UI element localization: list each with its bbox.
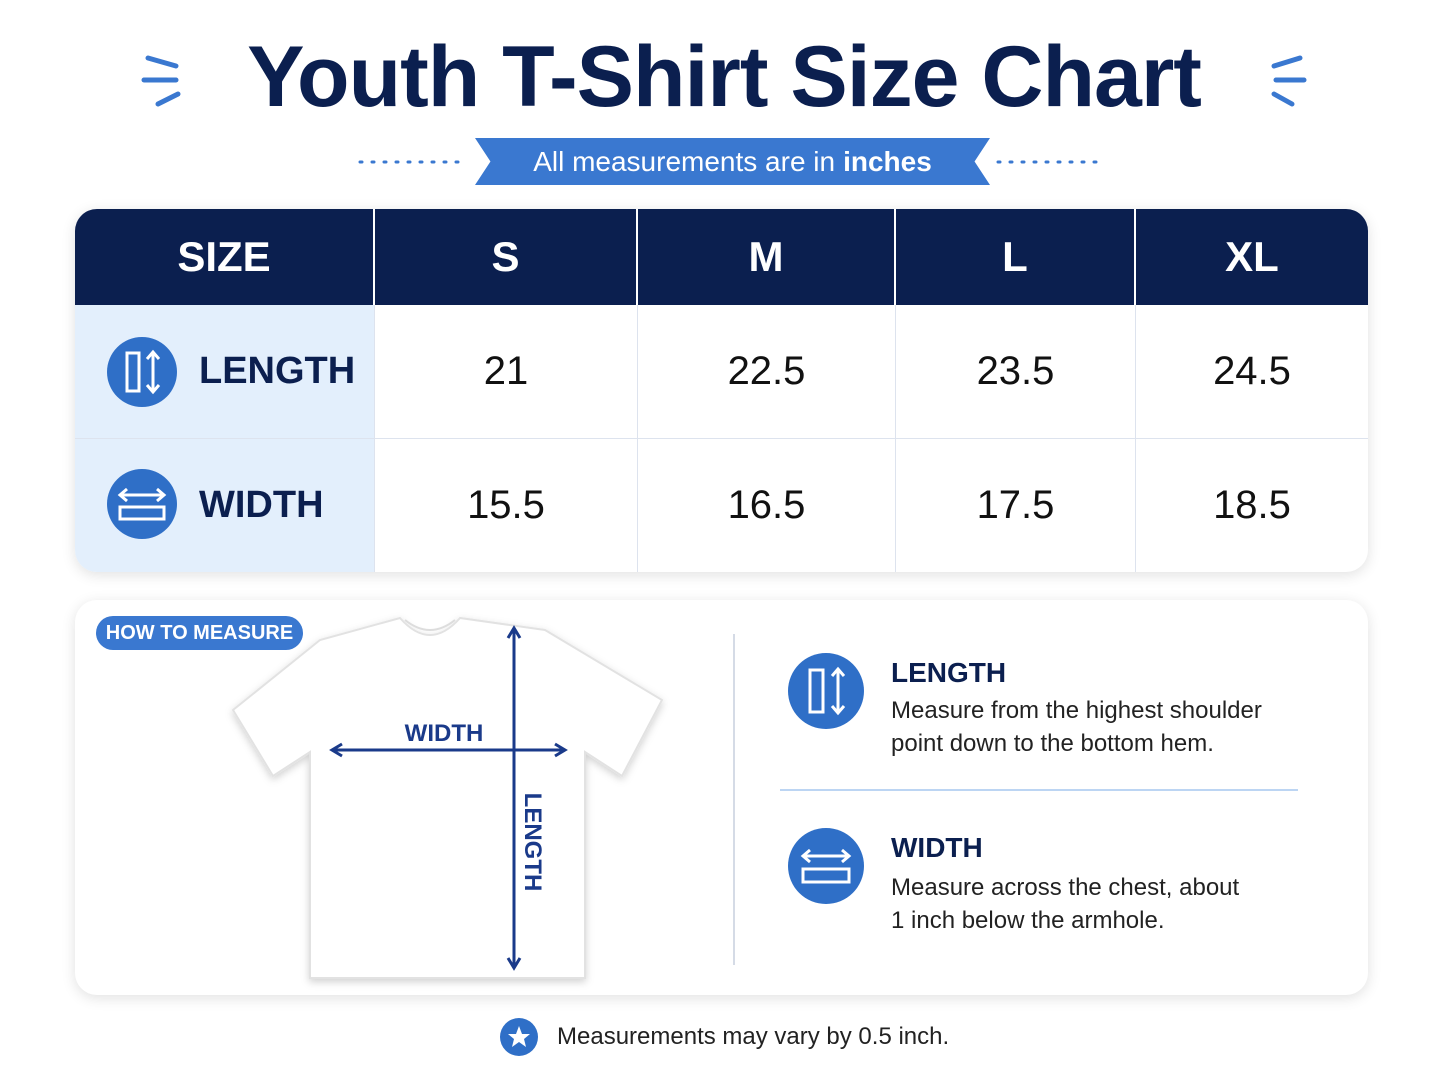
header-cell: L	[896, 209, 1136, 305]
item-title: LENGTH	[891, 657, 1007, 688]
item-text: Measure across the chest, about 1 inch b…	[891, 874, 1240, 934]
subtitle-ribbon: All measurements are in inches	[475, 138, 990, 185]
value-cell: 15.5	[375, 439, 638, 572]
length-icon	[107, 337, 177, 407]
value-cell: 23.5	[896, 305, 1136, 439]
title: Youth T-Shirt Size Chart	[247, 29, 1202, 125]
badge: HOW TO MEASURE	[96, 616, 303, 650]
row-label: LENGTH	[75, 305, 375, 439]
subtitle: All measurements are in	[533, 145, 836, 177]
header-cell: S	[375, 209, 638, 305]
item-text: Measure from the highest shoulder point …	[891, 697, 1262, 757]
header-cell: M	[638, 209, 896, 305]
subtitle-emphasis: inches	[843, 145, 932, 177]
header-cell: SIZE	[75, 209, 375, 305]
value-cell: 22.5	[638, 305, 896, 439]
value-cell: 21	[375, 305, 638, 439]
width-icon	[107, 469, 177, 539]
header-cell: XL	[1136, 209, 1368, 305]
value-cell: 16.5	[638, 439, 896, 572]
size-table: SIZE S M L XL LENGTH 21 22.5 23.5 24.5 W…	[75, 209, 1368, 572]
width-label: WIDTH	[404, 720, 484, 747]
value-cell: 18.5	[1213, 483, 1291, 527]
value-cell: 17.5	[896, 439, 1136, 572]
item-title: WIDTH	[891, 832, 983, 863]
length-label: LENGTH	[519, 792, 546, 892]
footer-note: Measurements may vary by 0.5 inch.	[557, 1023, 950, 1050]
value-cell: 24.5	[1136, 305, 1368, 439]
